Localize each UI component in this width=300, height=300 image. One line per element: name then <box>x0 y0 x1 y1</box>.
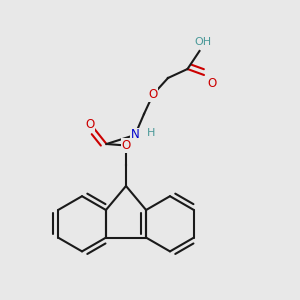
Text: OH: OH <box>194 37 211 47</box>
Text: O: O <box>148 88 158 101</box>
Text: O: O <box>85 118 94 131</box>
Text: O: O <box>122 139 130 152</box>
Text: O: O <box>207 77 216 91</box>
Text: H: H <box>147 128 156 139</box>
Text: N: N <box>130 128 140 142</box>
